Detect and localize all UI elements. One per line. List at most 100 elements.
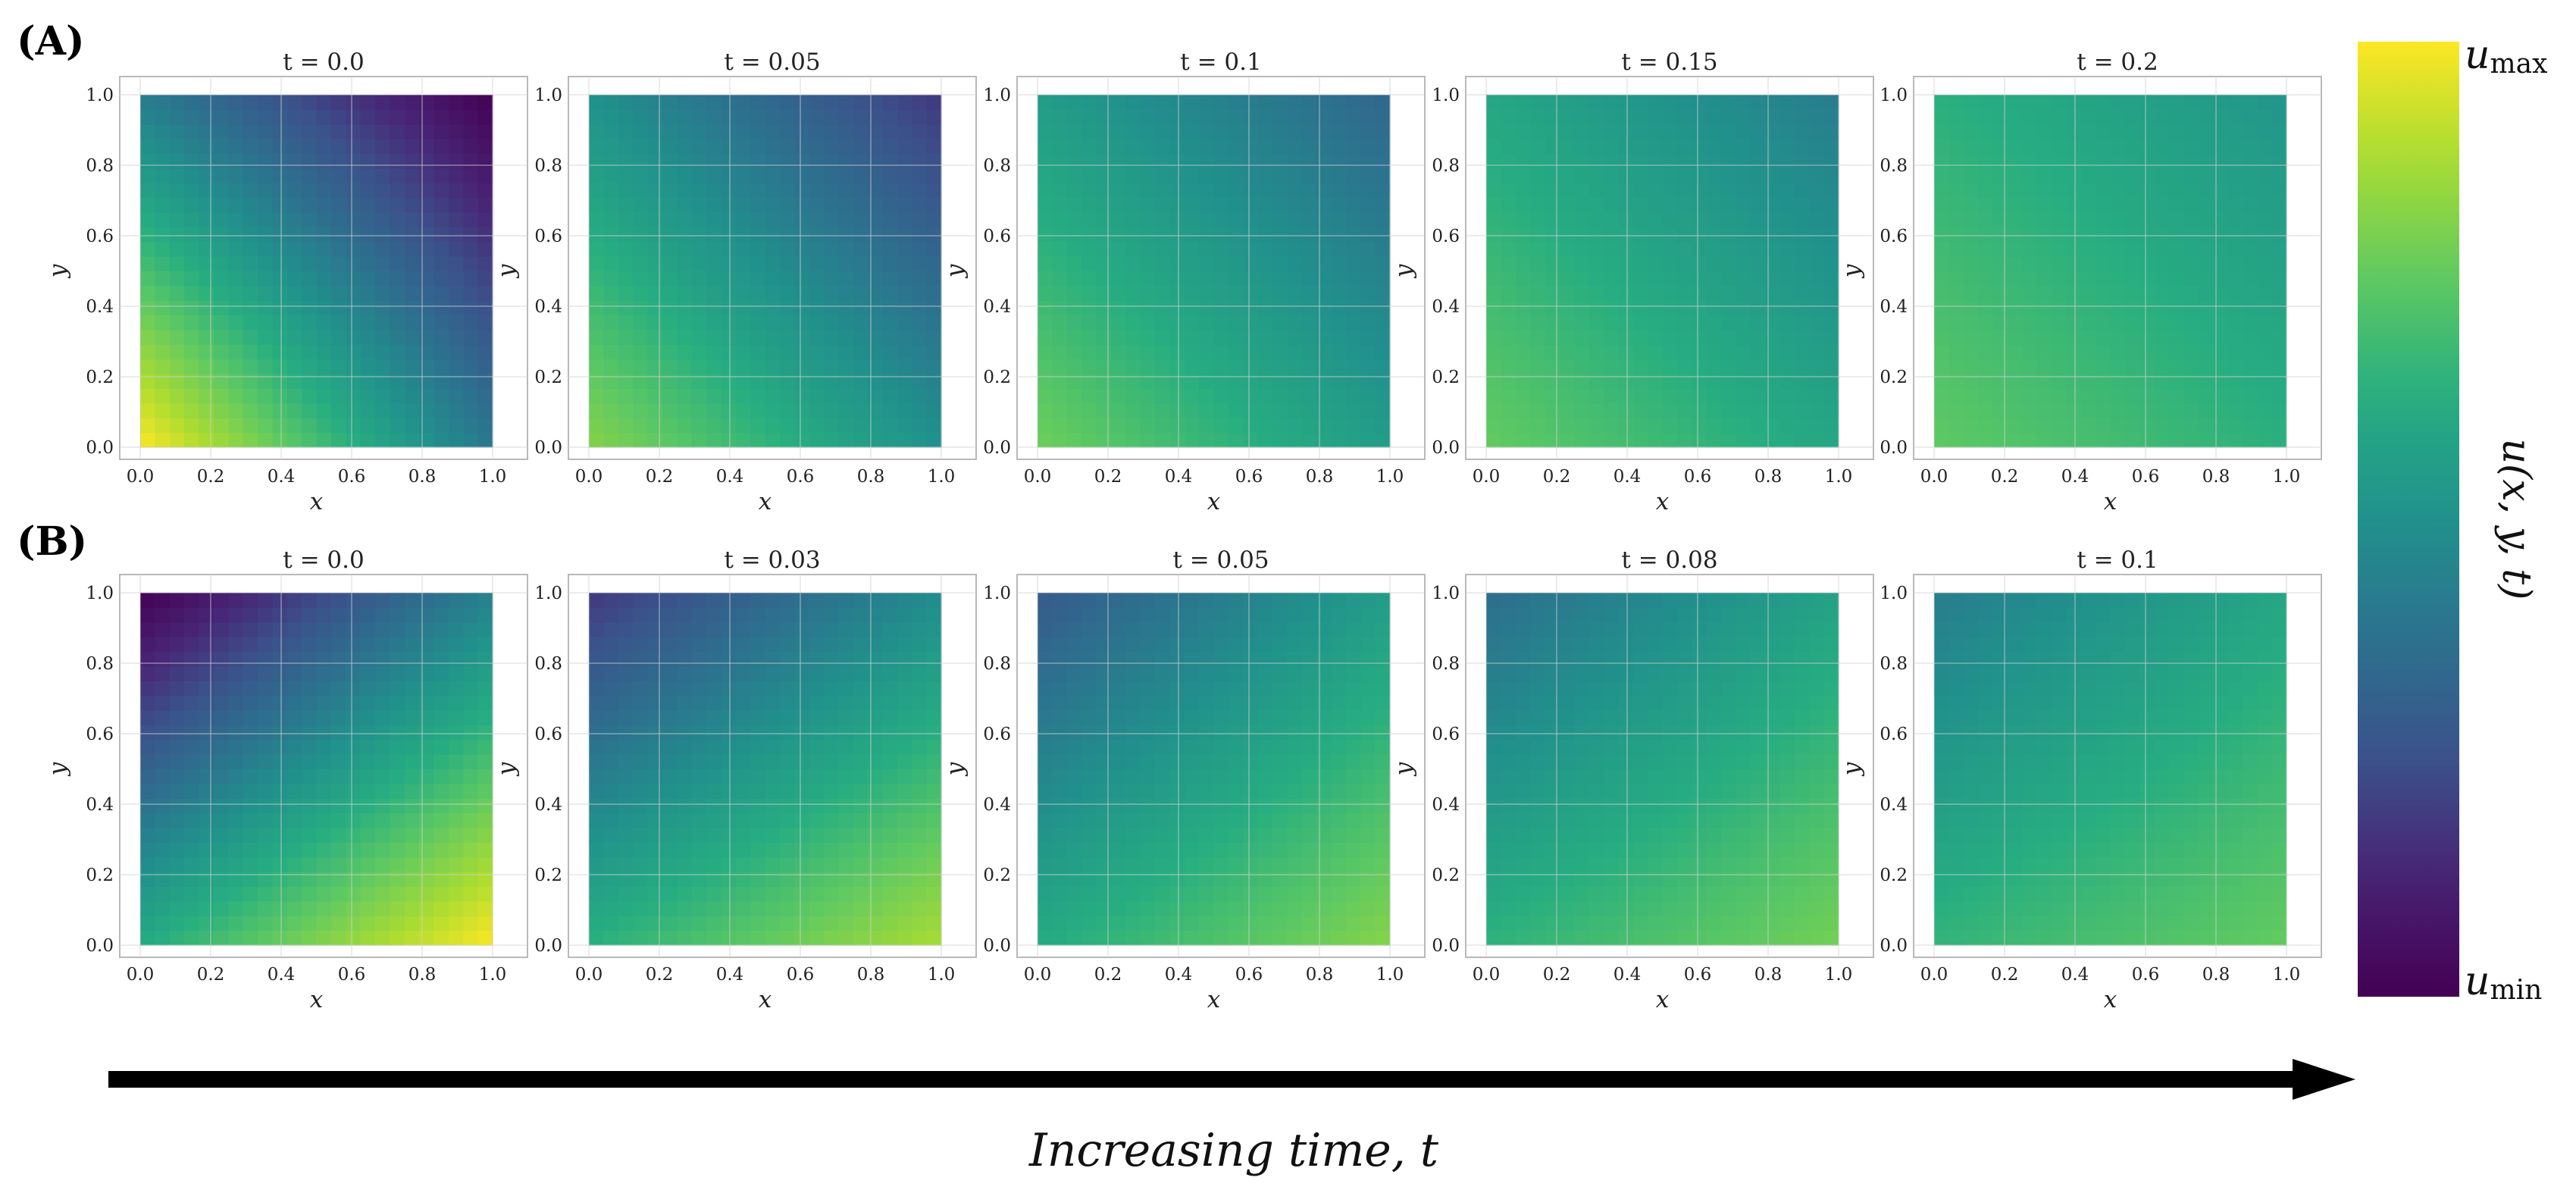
heatmap-cell (912, 330, 928, 345)
heatmap-cell (1706, 402, 1722, 418)
heatmap-cell (316, 681, 332, 697)
heatmap-cell (853, 212, 869, 227)
heatmap-cell (2066, 271, 2082, 287)
heatmap-cell (286, 783, 302, 799)
heatmap-cell (1228, 418, 1244, 434)
heatmap-cell (1066, 344, 1082, 360)
heatmap-cell (390, 681, 405, 697)
heatmap-cell (228, 315, 244, 330)
heatmap-cell (1588, 418, 1604, 434)
heatmap-cell (2213, 241, 2229, 257)
heatmap-cell (1316, 124, 1332, 139)
heatmap-cell (647, 725, 663, 741)
heatmap-cell (1360, 374, 1376, 390)
y-tick-label: 0.8 (983, 654, 1011, 674)
heatmap-cell (1545, 285, 1560, 301)
heatmap-cell (1648, 330, 1664, 345)
heatmap-cell (2227, 402, 2243, 418)
heatmap-cell (1169, 681, 1185, 697)
heatmap-cell (1648, 109, 1664, 125)
heatmap-cell (2227, 330, 2243, 345)
heatmap-cell (1331, 593, 1347, 608)
heatmap-cell (1199, 432, 1215, 448)
heatmap-cell (286, 330, 302, 345)
heatmap-cell (1301, 710, 1317, 725)
heatmap-cell (404, 153, 420, 169)
heatmap-cell (2154, 124, 2170, 139)
heatmap-cell (1213, 695, 1229, 711)
heatmap-cell (463, 828, 479, 843)
heatmap-cell (2242, 344, 2258, 360)
heatmap-cell (375, 769, 390, 784)
heatmap-cell (1125, 139, 1141, 155)
heatmap-cell (2052, 124, 2067, 139)
heatmap-cell (375, 285, 390, 301)
heatmap-cell (1140, 872, 1156, 888)
heatmap-cell (2080, 256, 2096, 272)
heatmap-cell (140, 124, 155, 139)
heatmap-cell (286, 197, 302, 213)
heatmap-cell (463, 139, 479, 155)
heatmap-cell (1228, 256, 1244, 272)
heatmap-cell (897, 798, 912, 814)
heatmap-cell (618, 285, 634, 301)
heatmap-cell (853, 813, 869, 828)
heatmap-cell (1794, 183, 1810, 199)
heatmap-cell (1706, 227, 1722, 243)
heatmap-cell (302, 725, 318, 741)
heatmap-cell (463, 344, 479, 360)
heatmap-cell (589, 930, 604, 946)
heatmap-cell (1360, 900, 1376, 916)
heatmap-cell (184, 856, 200, 872)
heatmap-cell (1632, 285, 1648, 301)
heatmap-cell (1574, 168, 1590, 183)
heatmap-cell (1662, 212, 1678, 227)
heatmap-cell (589, 256, 604, 272)
heatmap-cell (2198, 432, 2214, 448)
heatmap-cell (2036, 109, 2052, 125)
y-tick-label: 0.4 (1880, 297, 1908, 317)
heatmap-cell (1169, 374, 1185, 390)
heatmap-cell (1038, 344, 1053, 360)
heatmap-cell (824, 622, 839, 637)
heatmap-cell (677, 783, 693, 799)
heatmap-cell (258, 374, 273, 390)
heatmap-cell (1648, 285, 1664, 301)
heatmap-cell (375, 300, 390, 316)
heatmap-cell (228, 418, 244, 434)
heatmap-cell (603, 109, 619, 125)
heatmap-cell (1199, 798, 1215, 814)
heatmap-cell (1750, 344, 1766, 360)
heatmap-cell (1331, 256, 1347, 272)
heatmap-cell (1588, 315, 1604, 330)
heatmap-cell (750, 739, 766, 755)
heatmap-cell (1794, 271, 1810, 287)
heatmap-cell (1052, 227, 1068, 243)
heatmap-cell (2257, 153, 2273, 169)
heatmap-cell (765, 593, 781, 608)
heatmap-cell (477, 197, 493, 213)
heatmap-cell (1360, 315, 1376, 330)
heatmap-cell (677, 285, 693, 301)
heatmap-cell (1301, 300, 1317, 316)
heatmap-cell (1662, 315, 1678, 330)
heatmap-cell (316, 315, 332, 330)
heatmap-cell (1287, 828, 1303, 843)
heatmap-cell (1066, 886, 1082, 902)
heatmap-cell (809, 607, 825, 623)
heatmap-cell (286, 271, 302, 287)
heatmap-cell (1243, 109, 1259, 125)
heatmap-cell (1530, 153, 1546, 169)
heatmap-cell (662, 241, 678, 257)
heatmap-cell (1287, 651, 1303, 667)
heatmap-cell (1184, 432, 1200, 448)
heatmap-cell (779, 607, 795, 623)
heatmap-cell (1199, 183, 1215, 199)
heatmap-cell (1559, 783, 1575, 799)
heatmap-cell (750, 402, 766, 418)
heatmap-cell (1184, 886, 1200, 902)
heatmap-cell (868, 344, 884, 360)
heatmap-cell (1345, 607, 1361, 623)
heatmap-cell (2139, 197, 2155, 213)
heatmap-cell (589, 607, 604, 623)
